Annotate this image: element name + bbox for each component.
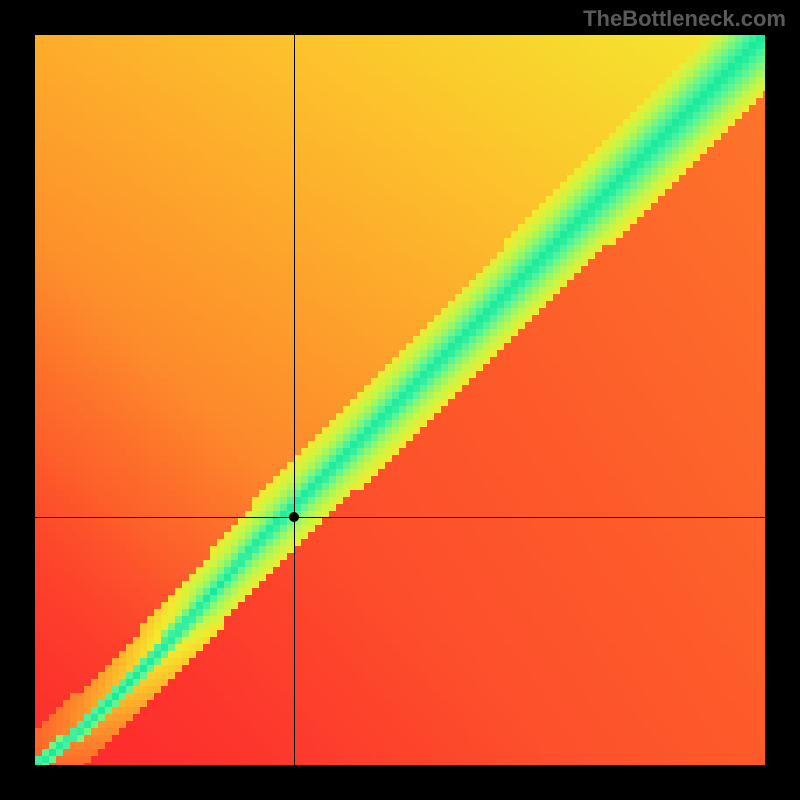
crosshair-marker — [289, 512, 299, 522]
crosshair-horizontal — [35, 517, 765, 518]
crosshair-vertical — [294, 35, 295, 765]
heatmap-plot — [35, 35, 765, 765]
heatmap-canvas — [35, 35, 765, 765]
watermark-text: TheBottleneck.com — [583, 6, 786, 32]
